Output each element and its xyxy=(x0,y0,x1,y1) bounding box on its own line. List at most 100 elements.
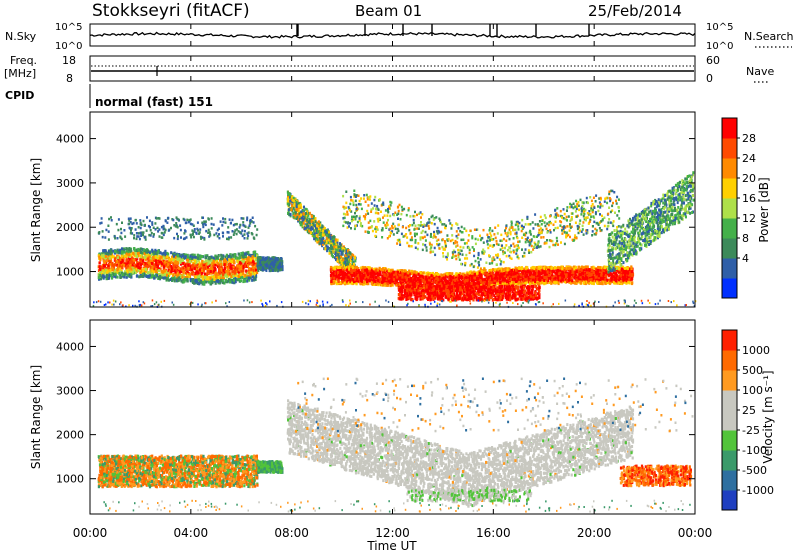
heatmap-cell xyxy=(129,264,131,267)
heatmap-cell xyxy=(171,268,173,271)
heatmap-cell xyxy=(213,278,215,281)
heatmap-cell xyxy=(336,249,338,252)
heatmap-cell xyxy=(266,265,268,268)
heatmap-cell xyxy=(259,257,261,260)
heatmap-cell xyxy=(193,282,195,285)
heatmap-cell xyxy=(233,279,235,282)
heatmap-cell xyxy=(271,263,273,266)
heatmap-cell xyxy=(103,260,105,263)
heatmap-cell xyxy=(136,255,138,258)
heatmap-cell xyxy=(211,262,213,265)
heatmap-cell xyxy=(326,245,328,248)
heatmap-cell xyxy=(349,251,351,254)
heatmap-cell xyxy=(114,257,116,260)
heatmap-cell xyxy=(105,229,107,232)
heatmap-cell xyxy=(188,221,190,224)
heatmap-cell xyxy=(205,230,207,233)
heatmap-cell xyxy=(176,262,178,265)
heatmap-cell xyxy=(128,253,130,256)
heatmap-cell xyxy=(99,258,101,261)
heatmap-cell xyxy=(300,204,302,207)
heatmap-cell xyxy=(146,229,148,232)
heatmap-cell xyxy=(236,233,238,236)
heatmap-cell xyxy=(137,252,139,255)
heatmap-cell xyxy=(185,272,187,275)
heatmap-cell xyxy=(183,238,185,241)
heatmap-cell xyxy=(158,260,160,263)
heatmap-cell xyxy=(248,262,250,265)
heatmap-cell xyxy=(169,258,171,261)
heatmap-cell xyxy=(201,255,203,258)
heatmap-cell xyxy=(222,279,224,282)
heatmap-cell xyxy=(332,240,334,243)
heatmap-cell xyxy=(139,260,141,263)
heatmap-cell xyxy=(205,281,207,284)
heatmap-cell xyxy=(290,208,292,211)
heatmap-cell xyxy=(202,223,204,226)
heatmap-cell xyxy=(241,229,243,232)
heatmap-cell xyxy=(246,217,248,220)
heatmap-cell xyxy=(118,272,120,275)
heatmap-cell xyxy=(269,257,271,260)
heatmap-cell xyxy=(170,270,172,273)
noise-panel: N.Sky N.Search 10^5 10^0 10^5 10^0 xyxy=(5,22,794,52)
heatmap-cell xyxy=(255,269,257,272)
heatmap-cell xyxy=(254,225,256,228)
heatmap-cell xyxy=(182,262,184,265)
heatmap-cell xyxy=(104,236,106,239)
heatmap-cell xyxy=(167,253,169,256)
heatmap-cell xyxy=(108,238,110,241)
heatmap-cell xyxy=(213,234,215,237)
heatmap-cell xyxy=(292,212,294,215)
heatmap-cell xyxy=(224,218,226,221)
heatmap-cell xyxy=(130,217,132,220)
heatmap-cell xyxy=(194,228,196,231)
heatmap-cell xyxy=(111,277,113,280)
nave-tick-top: 60 xyxy=(706,54,720,67)
heatmap-cell xyxy=(117,256,119,259)
heatmap-cell xyxy=(179,261,181,264)
heatmap-cell xyxy=(335,251,337,254)
heatmap-cell xyxy=(218,276,220,279)
heatmap-cell xyxy=(303,222,305,225)
heatmap-cell xyxy=(119,264,121,267)
heatmap-cell xyxy=(309,219,311,222)
heatmap-cell xyxy=(130,268,132,271)
heatmap-cell xyxy=(151,221,153,224)
heatmap-cell xyxy=(174,271,176,274)
heatmap-cell xyxy=(107,225,109,228)
heatmap-cell xyxy=(151,223,153,226)
heatmap-cell xyxy=(106,259,108,262)
heatmap-cell xyxy=(240,279,242,282)
heatmap-cell xyxy=(308,230,310,233)
heatmap-cell xyxy=(330,251,332,254)
heatmap-cell xyxy=(110,216,112,219)
heatmap-cell xyxy=(177,235,179,238)
heatmap-cell xyxy=(129,275,131,278)
heatmap-cell xyxy=(194,260,196,263)
heatmap-cell xyxy=(114,237,116,240)
heatmap-cell xyxy=(275,266,277,269)
heatmap-cell xyxy=(202,217,204,220)
heatmap-cell xyxy=(351,253,353,256)
heatmap-cell xyxy=(191,266,193,269)
heatmap-cell xyxy=(242,224,244,227)
heatmap-cell xyxy=(154,222,156,225)
heatmap-cell xyxy=(209,234,211,237)
heatmap-cell xyxy=(289,200,291,203)
heatmap-cell xyxy=(309,212,311,215)
heatmap-cell xyxy=(240,270,242,273)
heatmap-cell xyxy=(273,261,275,264)
heatmap-cell xyxy=(230,255,232,258)
heatmap-cell xyxy=(199,269,201,272)
heatmap-cell xyxy=(133,253,135,256)
freq-tick-top: 18 xyxy=(62,54,76,67)
heatmap-cell xyxy=(124,272,126,275)
heatmap-cell xyxy=(236,257,238,260)
heatmap-cell xyxy=(184,278,186,281)
heatmap-cell xyxy=(276,263,278,266)
heatmap-cell xyxy=(242,255,244,258)
heatmap-cell xyxy=(233,260,235,263)
heatmap-cell xyxy=(98,232,100,235)
heatmap-cell xyxy=(191,272,193,275)
